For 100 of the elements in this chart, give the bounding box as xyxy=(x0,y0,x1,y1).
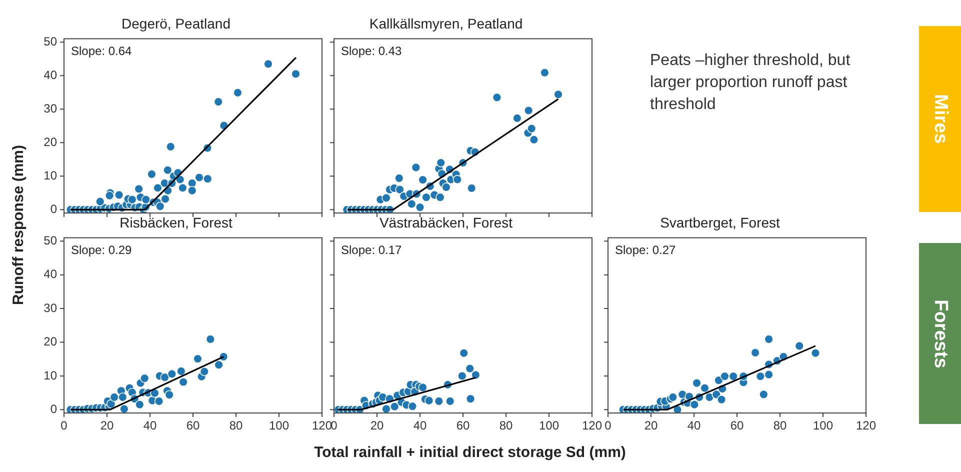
y-tick-label: 0 xyxy=(50,202,58,216)
point xyxy=(104,190,114,200)
point xyxy=(178,183,188,192)
point xyxy=(394,174,404,183)
point xyxy=(164,390,174,400)
point xyxy=(700,383,710,393)
point xyxy=(720,372,730,381)
point xyxy=(291,69,300,79)
point xyxy=(163,166,172,175)
point xyxy=(407,199,416,209)
x-tick-label: 20 xyxy=(370,418,384,433)
point xyxy=(466,394,476,404)
x-tick-label: 0 xyxy=(60,418,68,433)
point xyxy=(160,372,170,382)
x-tick-label: 0 xyxy=(604,418,612,433)
point xyxy=(465,364,474,374)
point xyxy=(264,59,273,69)
point xyxy=(167,369,177,379)
x-tick-label: 40 xyxy=(143,418,157,433)
annotation: Slope: 0.29 xyxy=(71,243,132,258)
point xyxy=(395,184,404,194)
annotation: Slope: 0.64 xyxy=(71,44,132,58)
point xyxy=(96,197,105,206)
point xyxy=(206,334,216,344)
y-tick-label: 40 xyxy=(44,68,58,82)
point xyxy=(415,202,425,212)
point xyxy=(160,194,170,204)
point xyxy=(200,366,209,376)
y-tick-label: 50 xyxy=(44,233,58,248)
x-tick-label: 100 xyxy=(812,418,834,433)
y-tick-label: 10 xyxy=(44,368,58,382)
x-tick-label: 100 xyxy=(538,418,560,433)
point xyxy=(156,202,165,211)
point xyxy=(467,184,476,193)
y-tick-label: 50 xyxy=(44,34,58,48)
x-tick-label: 20 xyxy=(100,418,114,433)
point xyxy=(193,354,202,364)
point xyxy=(446,396,455,406)
point xyxy=(147,170,156,179)
text: Peats –higher threshold, but larger proportion runoff past threshold xyxy=(650,51,852,115)
point xyxy=(756,372,766,381)
y-tick-label: 30 xyxy=(44,300,58,315)
x-tick-label: 120 xyxy=(856,418,876,433)
point xyxy=(728,372,738,381)
point xyxy=(452,174,462,184)
x-tick-label: 100 xyxy=(268,418,290,433)
point xyxy=(716,394,726,404)
point xyxy=(188,186,197,196)
chart-title: Västrabäcken, Forest xyxy=(379,214,513,230)
x-tick-label: 20 xyxy=(644,418,658,433)
point xyxy=(178,377,188,387)
point xyxy=(764,370,774,380)
point xyxy=(214,360,224,370)
point xyxy=(458,371,467,381)
point xyxy=(382,193,391,203)
point xyxy=(141,195,151,204)
point xyxy=(110,392,119,402)
point xyxy=(459,348,468,358)
point xyxy=(422,192,431,202)
point xyxy=(704,392,714,402)
point xyxy=(442,182,451,192)
point xyxy=(529,135,539,144)
annotation: Slope: 0.27 xyxy=(615,243,676,258)
point xyxy=(408,402,418,411)
point xyxy=(140,374,150,383)
x-tick-label: 80 xyxy=(773,418,787,433)
point xyxy=(153,183,162,192)
x-tick-label: 40 xyxy=(413,418,427,433)
text: Mires xyxy=(929,93,952,146)
y-tick-label: 0 xyxy=(50,402,58,416)
x-tick-label: 80 xyxy=(499,418,513,433)
point xyxy=(471,370,480,380)
point xyxy=(154,396,164,406)
x-tick-label: 60 xyxy=(186,418,200,433)
x-axis-title: Total rainfall + initial direct storage Sd (mm) xyxy=(313,444,627,461)
x-tick-label: 120 xyxy=(582,418,602,433)
point xyxy=(554,90,563,100)
y-tick-label: 40 xyxy=(44,267,58,282)
point xyxy=(512,114,522,123)
annotation: Slope: 0.17 xyxy=(341,243,402,258)
annotation: Slope: 0.43 xyxy=(341,44,402,58)
point xyxy=(434,396,444,406)
point xyxy=(382,404,391,414)
point xyxy=(176,366,186,376)
point xyxy=(194,172,204,182)
point xyxy=(526,124,536,134)
point xyxy=(166,142,176,152)
point xyxy=(424,396,434,406)
point xyxy=(759,390,768,400)
chart-title: Svartberget, Forest xyxy=(660,214,780,230)
y-axis-title: Runoff response (mm) xyxy=(9,144,28,308)
point xyxy=(114,190,124,200)
point xyxy=(750,348,760,358)
point xyxy=(118,392,128,402)
point xyxy=(436,192,445,202)
chart-title: Degerö, Peatland xyxy=(122,15,230,32)
point xyxy=(418,382,428,392)
y-tick-label: 10 xyxy=(44,168,58,182)
point xyxy=(411,162,421,172)
y-tick-label: 30 xyxy=(44,101,58,116)
